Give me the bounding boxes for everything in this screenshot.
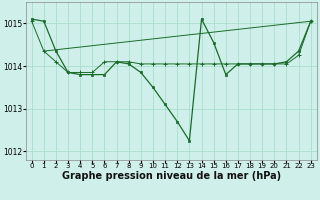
- X-axis label: Graphe pression niveau de la mer (hPa): Graphe pression niveau de la mer (hPa): [62, 171, 281, 181]
